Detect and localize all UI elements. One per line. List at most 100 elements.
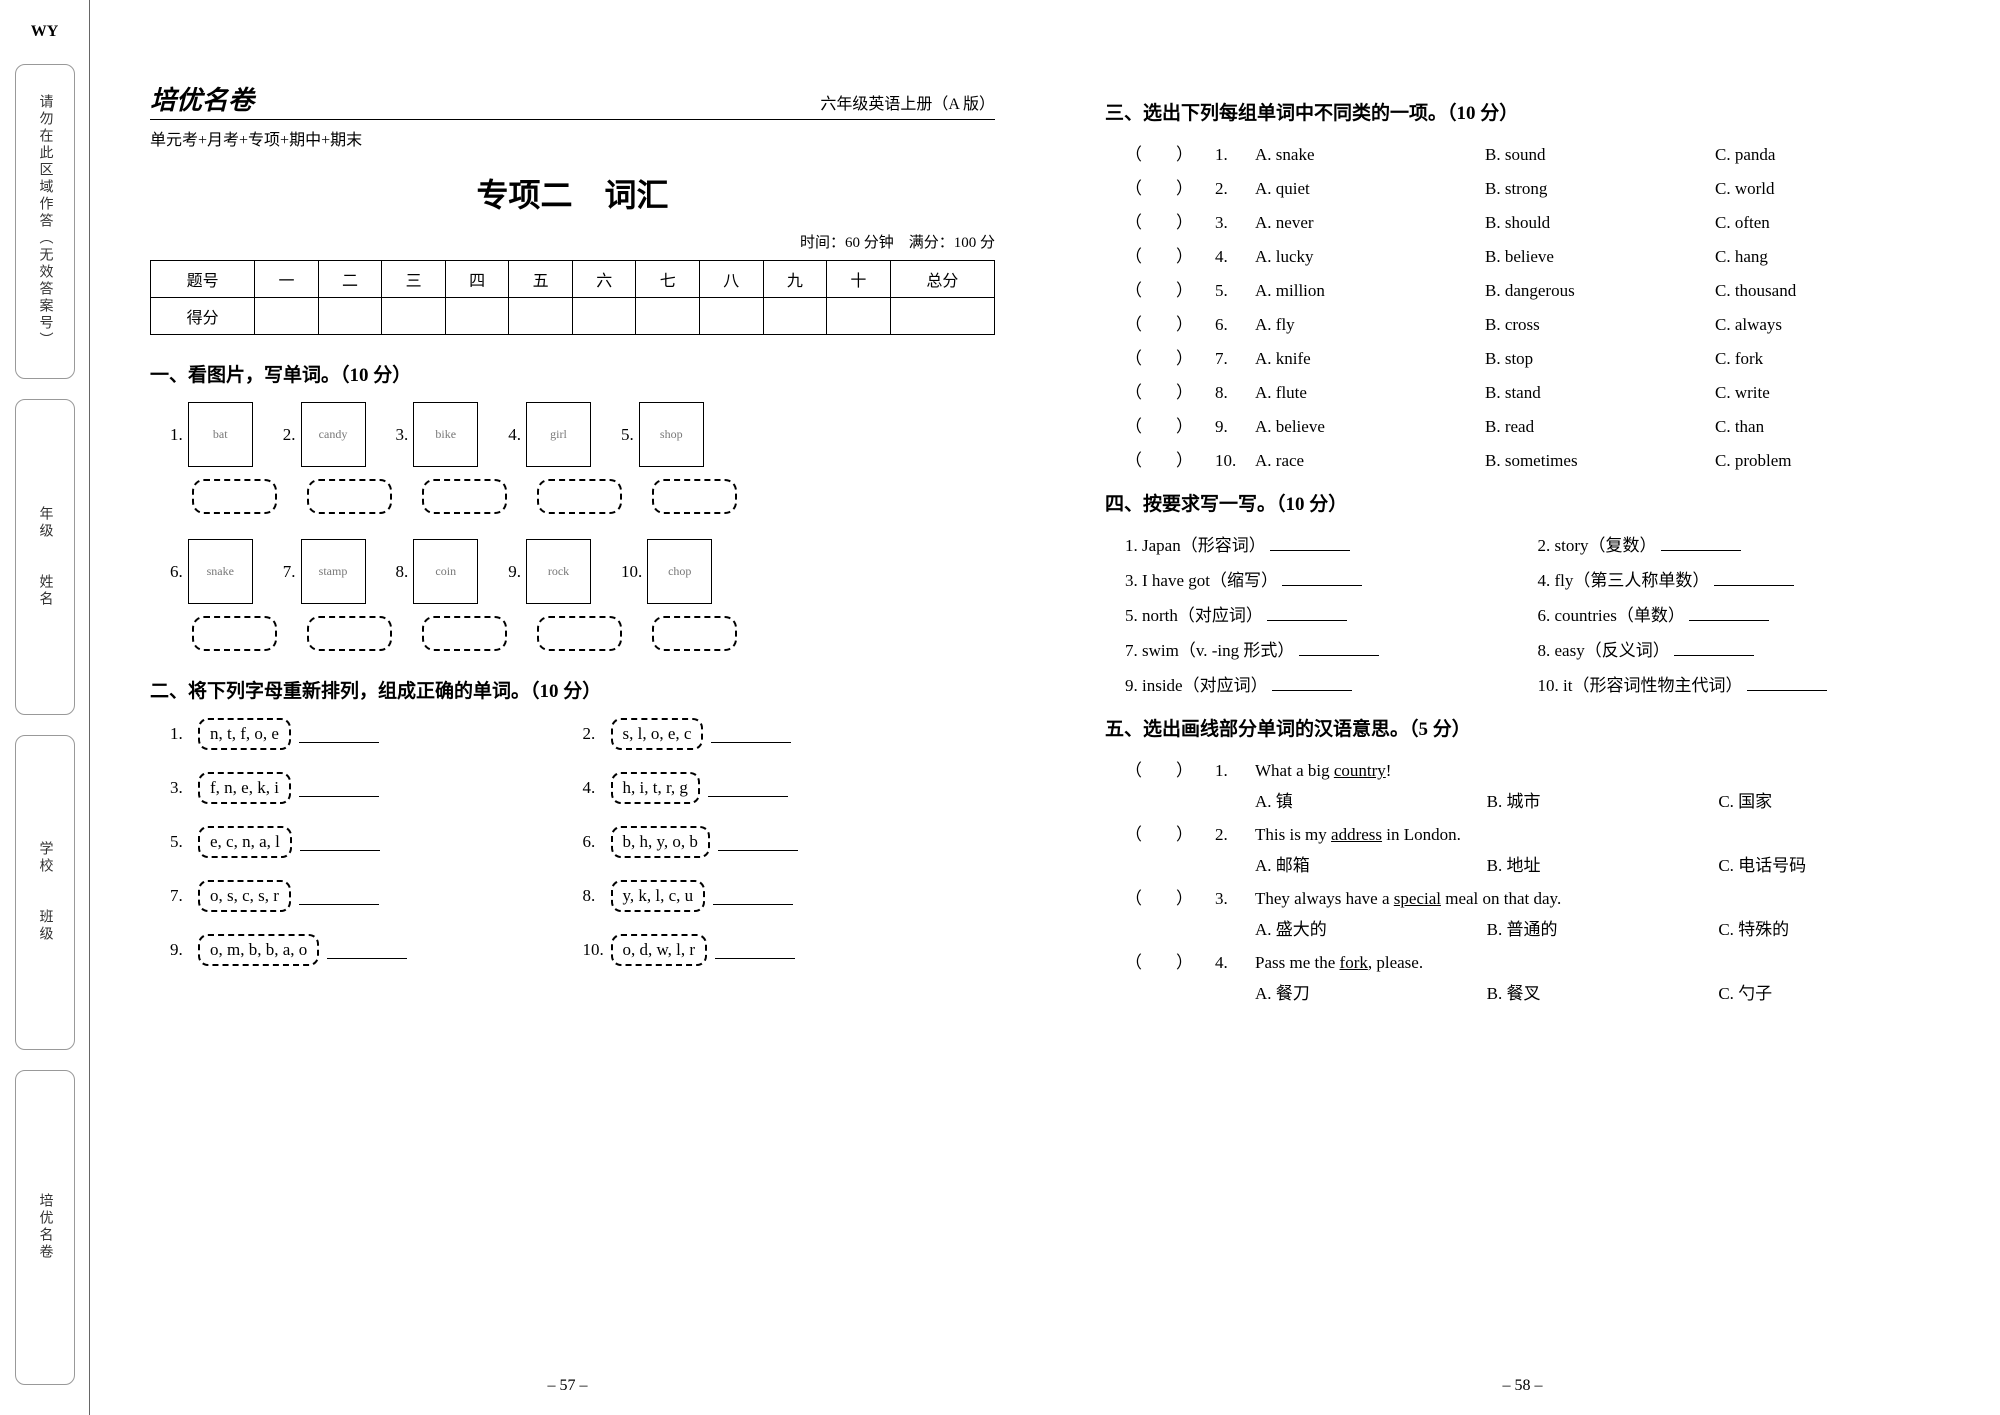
answer-blank[interactable] [652, 616, 737, 651]
picture-box: candy [301, 402, 366, 467]
margin-box-3-text: 学校 班级 [35, 841, 55, 943]
answer-blank[interactable] [1689, 603, 1769, 621]
answer-blank[interactable] [1299, 638, 1379, 656]
answer-paren[interactable]: （ ） [1125, 140, 1215, 165]
letter-box: h, i, t, r, g [611, 772, 700, 804]
page-left: 培优名卷 六年级英语上册（A 版） 单元考+月考+专项+期中+期末 专项二 词汇… [90, 0, 1045, 1415]
answer-paren[interactable]: （ ） [1125, 412, 1215, 437]
answer-blank[interactable] [537, 616, 622, 651]
answer-blank[interactable] [422, 616, 507, 651]
answer-paren[interactable]: （ ） [1125, 378, 1215, 403]
fill-label: 1. Japan（形容词） [1125, 536, 1270, 555]
mc-list: （ ）1.A. snakeB. soundC. panda（ ）2.A. qui… [1125, 140, 1950, 471]
scramble-num: 8. [583, 886, 611, 906]
letter-box: o, d, w, l, r [611, 934, 708, 966]
score-header-row: 题号 一 二 三 四 五 六 七 八 九 十 总分 [151, 261, 995, 298]
answer-paren[interactable]: （ ） [1125, 446, 1215, 471]
q5-block: （ ）3.They always have a special meal on … [1125, 884, 1950, 940]
fill-row: 3. I have got（缩写） 4. fly（第三人称单数） [1125, 566, 1950, 591]
answer-blank[interactable] [1674, 638, 1754, 656]
margin-box-3: 学校 班级 [15, 735, 75, 1050]
answer-paren[interactable]: （ ） [1125, 756, 1215, 781]
answer-paren[interactable]: （ ） [1125, 208, 1215, 233]
mc-row: （ ）10.A. raceB. sometimesC. problem [1125, 446, 1950, 471]
answer-blank[interactable] [1267, 603, 1347, 621]
answer-blank[interactable] [718, 833, 798, 851]
mc-row: （ ）5.A. millionB. dangerousC. thousand [1125, 276, 1950, 301]
answer-blank[interactable] [713, 887, 793, 905]
answer-blank[interactable] [192, 616, 277, 651]
fill-label: 10. it（形容词性物主代词） [1538, 676, 1747, 695]
mc-option-c: C. panda [1715, 145, 1945, 165]
mc-option-b: B. cross [1485, 315, 1715, 335]
letter-box: e, c, n, a, l [198, 826, 292, 858]
q5-sentence: Pass me the fork, please. [1255, 953, 1423, 973]
answer-blank[interactable] [1282, 568, 1362, 586]
answer-blank[interactable] [537, 479, 622, 514]
answer-blank[interactable] [1714, 568, 1794, 586]
mc-option-b: B. stop [1485, 349, 1715, 369]
picture-box: shop [639, 402, 704, 467]
sec4-title: 四、按要求写一写。（10 分） [1105, 489, 1950, 516]
mc-num: 1. [1215, 145, 1255, 165]
mc-option-a: A. quiet [1255, 179, 1485, 199]
img-item: 9.rock [508, 539, 591, 604]
q5-sentence: What a big country! [1255, 761, 1391, 781]
mc-option-c: C. often [1715, 213, 1945, 233]
img-item: 6.snake [170, 539, 253, 604]
mc-num: 10. [1215, 451, 1255, 471]
answer-blank[interactable] [1270, 533, 1350, 551]
answer-blank[interactable] [307, 479, 392, 514]
scramble-num: 1. [170, 724, 198, 744]
answer-blank[interactable] [327, 941, 407, 959]
answer-blank[interactable] [708, 779, 788, 797]
answer-paren[interactable]: （ ） [1125, 948, 1215, 973]
fill-item: 2. story（复数） [1538, 531, 1951, 556]
mc-option-c: C. fork [1715, 349, 1945, 369]
scramble-num: 5. [170, 832, 198, 852]
q5-option-b: B. 地址 [1487, 851, 1719, 876]
answer-paren[interactable]: （ ） [1125, 344, 1215, 369]
left-margin-strip: WY 请勿在此区域作答（无效答案号） 年级 姓名 学校 班级 培优名卷 [0, 0, 90, 1415]
brand-title: 培优名卷 [150, 80, 254, 117]
img-item: 7.stamp [283, 539, 366, 604]
fill-item: 10. it（形容词性物主代词） [1538, 671, 1951, 696]
scramble-item: 5.e, c, n, a, l [170, 826, 583, 858]
answer-blank[interactable] [711, 725, 791, 743]
answer-blank[interactable] [299, 725, 379, 743]
answer-blank[interactable] [715, 941, 795, 959]
answer-blank[interactable] [1661, 533, 1741, 551]
mc-num: 3. [1215, 213, 1255, 233]
answer-blank[interactable] [307, 616, 392, 651]
scramble-item: 9.o, m, b, b, a, o [170, 934, 583, 966]
answer-paren[interactable]: （ ） [1125, 242, 1215, 267]
img-item: 4.girl [508, 402, 591, 467]
answer-blank[interactable] [1747, 673, 1827, 691]
scramble-item: 1.n, t, f, o, e [170, 718, 583, 750]
mc-option-c: C. thousand [1715, 281, 1945, 301]
answer-paren[interactable]: （ ） [1125, 310, 1215, 335]
answer-paren[interactable]: （ ） [1125, 174, 1215, 199]
answer-blank[interactable] [300, 833, 380, 851]
picture-box: stamp [301, 539, 366, 604]
answer-paren[interactable]: （ ） [1125, 884, 1215, 909]
answer-blank[interactable] [192, 479, 277, 514]
fill-label: 9. inside（对应词） [1125, 676, 1272, 695]
answer-blank[interactable] [422, 479, 507, 514]
scramble-item: 7.o, s, c, s, r [170, 880, 583, 912]
answer-blank[interactable] [299, 779, 379, 797]
answer-blank[interactable] [299, 887, 379, 905]
mc-num: 6. [1215, 315, 1255, 335]
scramble-item: 10.o, d, w, l, r [583, 934, 996, 966]
mc-option-a: A. lucky [1255, 247, 1485, 267]
answer-blank[interactable] [1272, 673, 1352, 691]
mc-row: （ ）4.A. luckyB. believeC. hang [1125, 242, 1950, 267]
q5-list: （ ）1.What a big country!A. 镇B. 城市C. 国家（ … [1125, 756, 1950, 1004]
q5-option-a: A. 盛大的 [1255, 915, 1487, 940]
fill-row: 5. north（对应词） 6. countries（单数） [1125, 601, 1950, 626]
answer-paren[interactable]: （ ） [1125, 276, 1215, 301]
margin-box-1-text: 请勿在此区域作答（无效答案号） [35, 94, 55, 349]
page-number-right: – 58 – [1045, 1377, 2000, 1395]
answer-blank[interactable] [652, 479, 737, 514]
answer-paren[interactable]: （ ） [1125, 820, 1215, 845]
